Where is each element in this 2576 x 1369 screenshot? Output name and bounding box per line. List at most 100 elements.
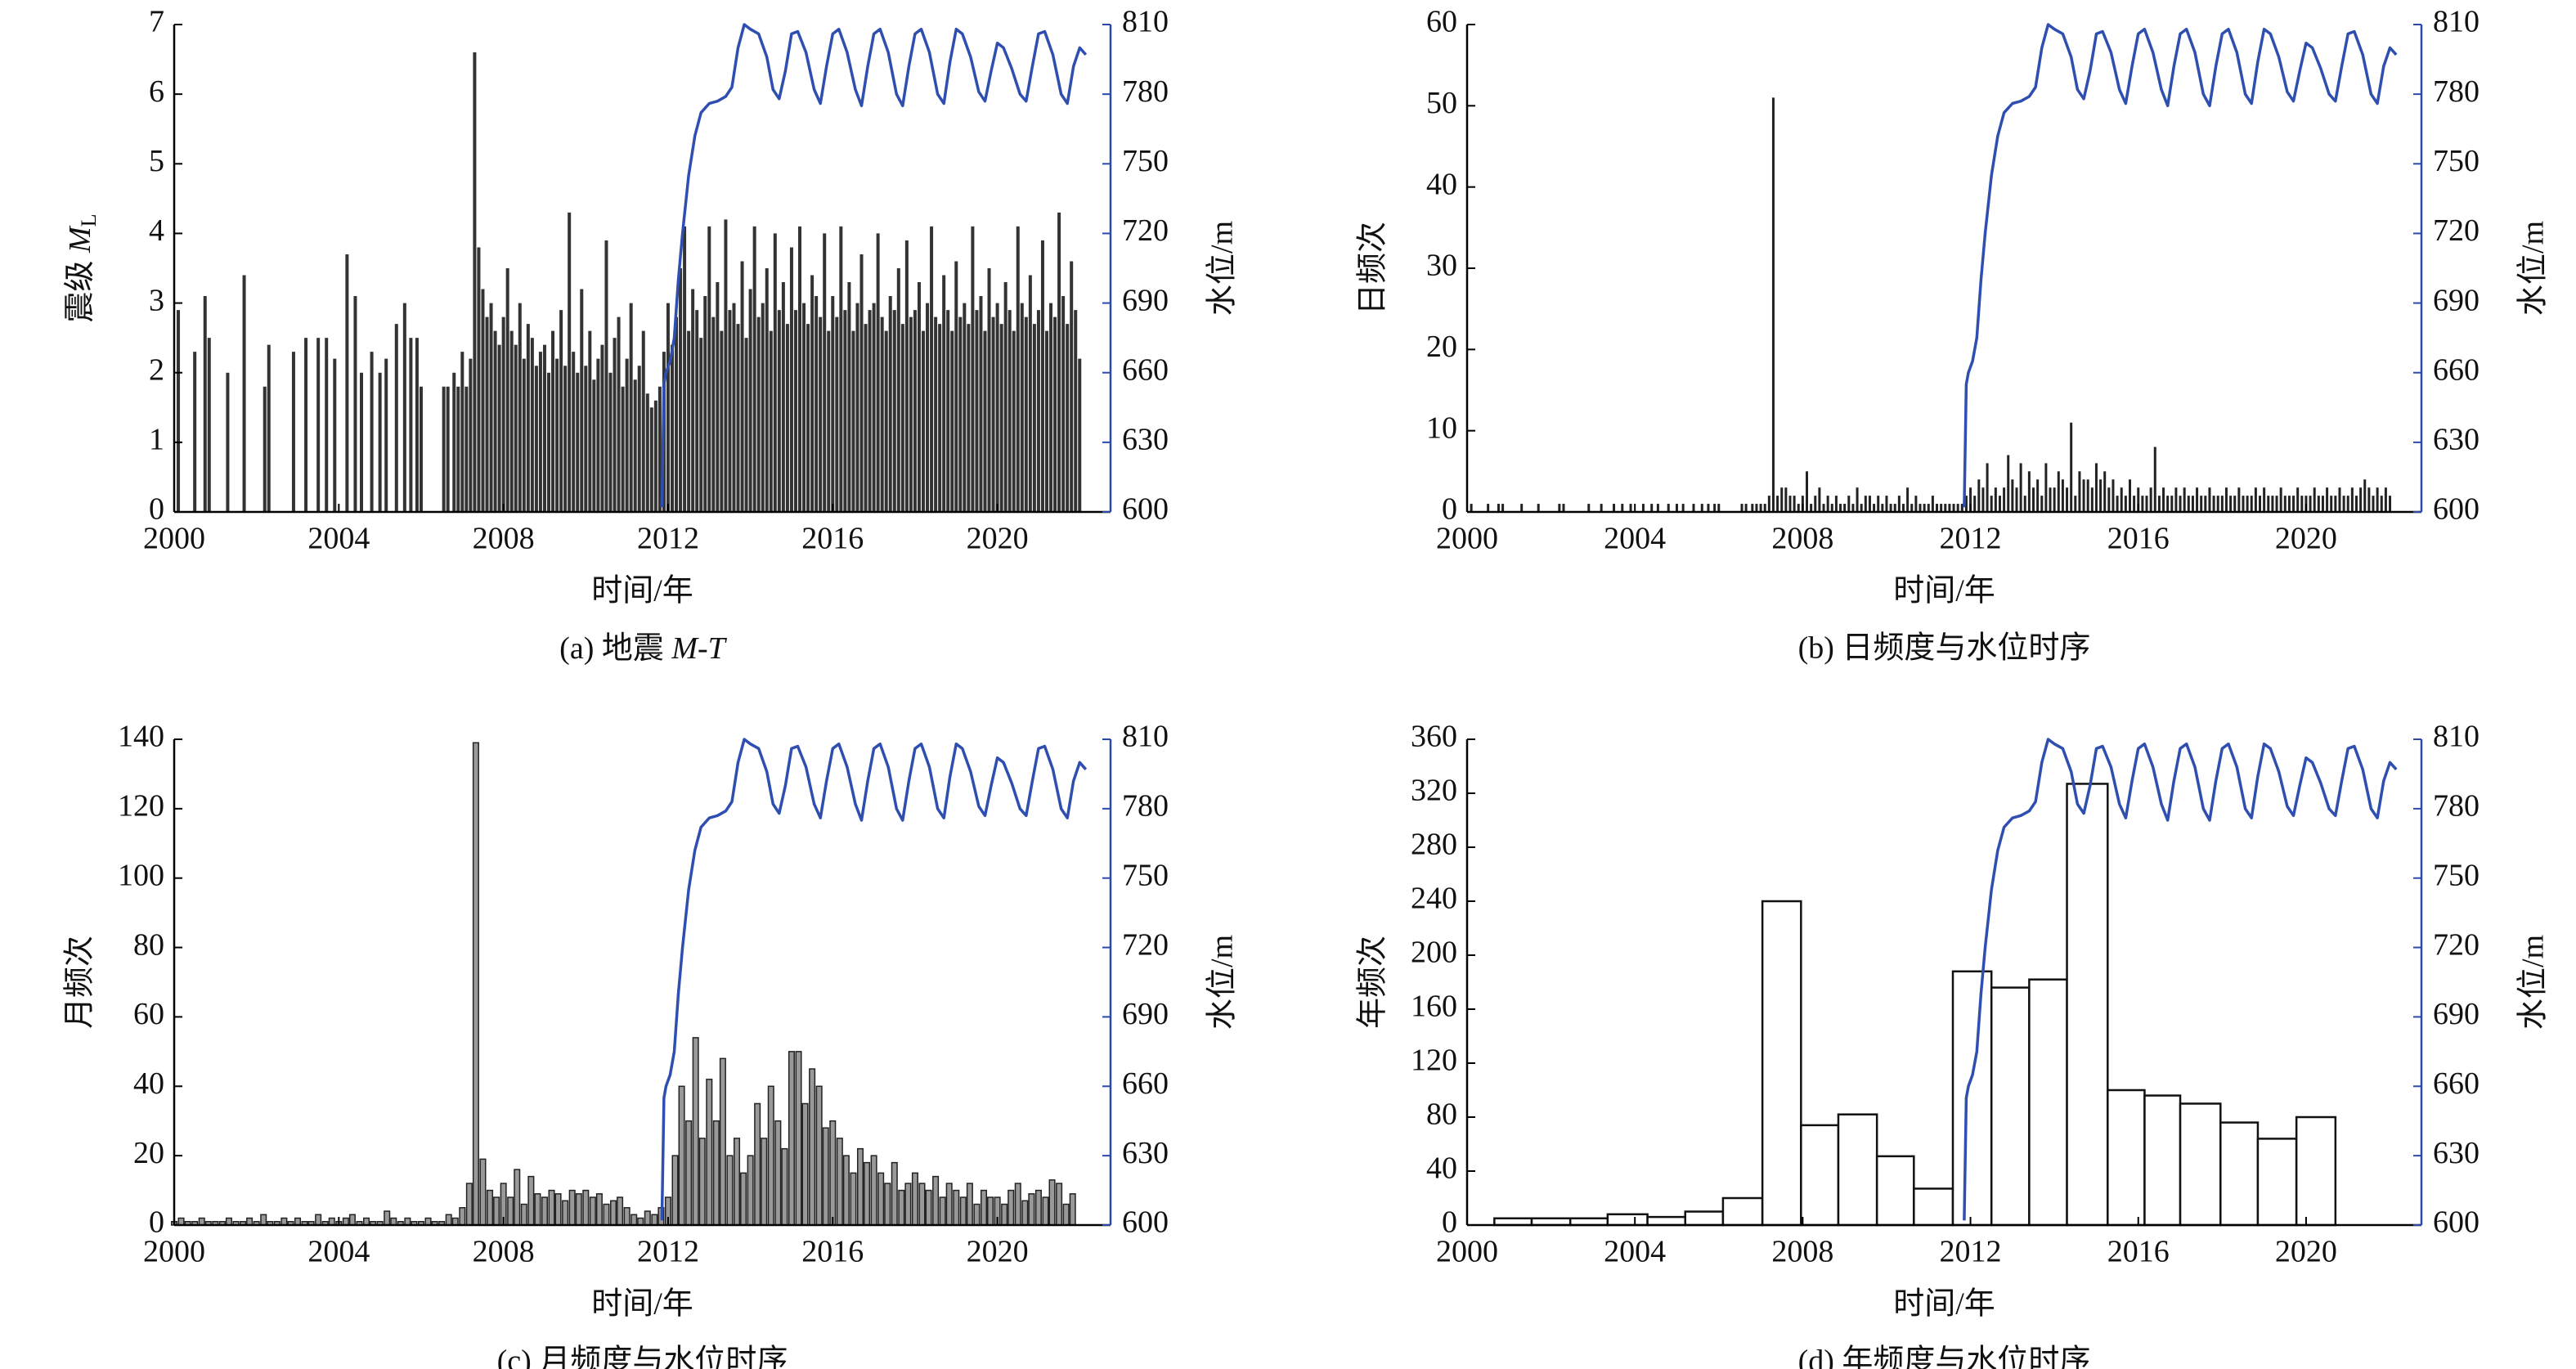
y-tick-label: 6 (149, 74, 164, 109)
y-tick-label: 2 (149, 352, 164, 387)
y2-tick-label: 630 (1122, 423, 1169, 457)
bar (891, 1161, 898, 1226)
bar (493, 1196, 500, 1226)
bar (595, 1193, 603, 1226)
bar (487, 1189, 494, 1226)
bar (363, 1217, 370, 1226)
y2-tick-label: 750 (1122, 144, 1169, 178)
histogram-bar (1761, 900, 1802, 1227)
y-tick-label: 160 (1411, 990, 1457, 1024)
bar (973, 1203, 981, 1226)
bar (754, 1102, 761, 1226)
bar (911, 1172, 918, 1226)
bar (589, 1196, 596, 1226)
bar (390, 1217, 397, 1226)
y2-tick-label: 660 (1122, 1066, 1169, 1101)
x-tick-label: 2004 (1604, 522, 1666, 556)
x-tick-label: 2000 (143, 1235, 205, 1269)
x-tick-label: 2008 (473, 522, 535, 556)
y-tick-label: 120 (1411, 1044, 1457, 1078)
y2-tick-label: 810 (1122, 5, 1169, 39)
bar (706, 1079, 713, 1226)
x-tick-label: 2004 (307, 522, 370, 556)
histogram-bar (1721, 1196, 1764, 1227)
bar (836, 1138, 843, 1226)
bar (1069, 1193, 1076, 1226)
bar (959, 1196, 967, 1226)
bar (514, 1169, 521, 1226)
x-axis-label: 时间/年 (1893, 1287, 1995, 1322)
bar (631, 1214, 638, 1226)
y2-tick-label: 810 (1122, 720, 1169, 754)
y-tick-label: 60 (1426, 5, 1457, 39)
bar (617, 1196, 624, 1226)
y2-tick-label: 810 (2433, 5, 2480, 39)
bar (795, 1051, 802, 1226)
y2-tick-label: 720 (1122, 213, 1169, 248)
bar (1056, 1183, 1063, 1226)
bar (644, 1210, 651, 1226)
bar (451, 1217, 459, 1226)
bar (575, 1193, 582, 1226)
y-tick-label: 280 (1411, 828, 1457, 862)
bar (945, 1183, 953, 1226)
y-tick-label: 3 (149, 283, 164, 317)
bar (527, 1175, 535, 1226)
x-tick-label: 2016 (2107, 522, 2170, 556)
bar (225, 1217, 232, 1226)
bar (651, 1214, 658, 1226)
y-tick-label: 0 (1442, 1205, 1457, 1240)
x-tick-label: 2016 (801, 1235, 864, 1269)
y-axis-label-part: L (77, 213, 101, 227)
bar (1048, 1179, 1056, 1226)
y-axis-label: 震级 ML (63, 213, 101, 322)
bar (980, 1189, 988, 1226)
bar (877, 1172, 885, 1226)
water-level-line (1963, 738, 2398, 1221)
y2-tick-label: 690 (1122, 997, 1169, 1031)
bar (554, 1193, 562, 1226)
y2-tick-label: 600 (2433, 492, 2480, 527)
x-tick-label: 2020 (967, 522, 1029, 556)
caption: (a) 地震 M-T (559, 631, 727, 666)
bar (198, 1217, 205, 1226)
bar (1021, 1200, 1029, 1226)
y2-tick-label: 660 (2433, 352, 2480, 387)
y-tick-label: 320 (1411, 774, 1457, 808)
y-tick-label: 80 (133, 927, 164, 962)
y2-tick-label: 630 (2433, 423, 2480, 457)
y2-tick-label: 720 (2433, 927, 2480, 962)
y-tick-label: 7 (149, 5, 164, 39)
bar (747, 1155, 754, 1226)
histogram-bar (1951, 970, 1993, 1227)
bar (898, 1189, 905, 1226)
y-tick-label: 200 (1411, 936, 1457, 970)
x-tick-label: 2000 (1436, 522, 1498, 556)
x-tick-label: 2020 (2275, 1235, 2337, 1269)
bar (678, 1085, 685, 1226)
x-tick-label: 2016 (801, 522, 864, 556)
bar (788, 1051, 795, 1226)
bar (424, 1217, 432, 1226)
y-tick-label: 30 (1426, 249, 1457, 283)
histogram-bar (1606, 1213, 1649, 1227)
y2-tick-label: 810 (2433, 720, 2480, 754)
bar (842, 1155, 850, 1226)
bar (548, 1189, 555, 1226)
bar (177, 1217, 185, 1226)
bar (740, 1172, 747, 1226)
bar (1014, 1183, 1021, 1226)
bar (623, 1207, 631, 1226)
bar (987, 1196, 994, 1226)
bar (294, 1217, 302, 1226)
x-axis-label: 时间/年 (591, 1287, 693, 1322)
bar (315, 1214, 322, 1226)
bar (1008, 1189, 1015, 1226)
bar (520, 1203, 527, 1226)
bar (280, 1217, 288, 1226)
bar (925, 1189, 932, 1226)
histogram-bar (1800, 1124, 1840, 1227)
bar (870, 1155, 877, 1226)
bar (761, 1138, 768, 1226)
